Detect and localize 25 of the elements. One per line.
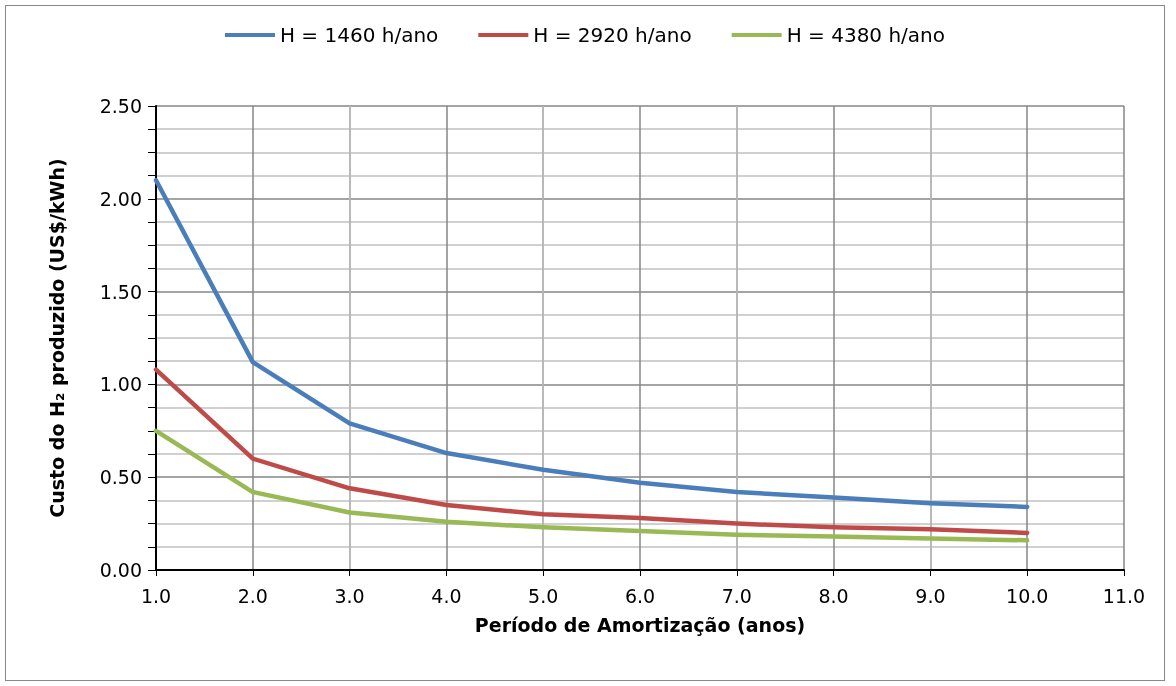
legend-label: H = 1460 h/ano — [279, 23, 439, 47]
y-tick-label: 2.50 — [99, 95, 142, 117]
line-series — [153, 428, 1030, 543]
y-tick-label: 2.00 — [99, 187, 142, 210]
y-tick-label: 0.00 — [99, 559, 142, 581]
x-tick-label: 4.0 — [431, 584, 462, 607]
x-tick-label: 5.0 — [528, 584, 559, 607]
y-axis-title: Custo do H₂ produzido (US$/kWh) — [45, 158, 68, 518]
y-tick-label: 1.00 — [99, 373, 142, 396]
y-tick-label: 0.50 — [99, 466, 142, 489]
line-series — [153, 177, 1030, 510]
y-tick-label: 1.50 — [99, 280, 142, 303]
x-tick-label: 1.0 — [140, 584, 172, 607]
legend-label: H = 2920 h/ano — [533, 23, 692, 47]
x-tick-label: 8.0 — [818, 584, 849, 607]
x-axis-title: Período de Amortização (anos) — [474, 613, 806, 636]
x-tick-label: 2.0 — [237, 584, 268, 607]
x-tick-label: 6.0 — [624, 584, 656, 607]
x-tick-label: 3.0 — [334, 584, 365, 607]
line-series — [153, 367, 1030, 536]
x-tick-label: 7.0 — [721, 584, 752, 607]
x-tick-label: 10.0 — [1006, 584, 1049, 607]
x-tick-label: 9.0 — [915, 584, 946, 607]
x-tick-label: 11.0 — [1102, 584, 1146, 607]
legend-label: H = 4380 h/ano — [786, 23, 946, 47]
